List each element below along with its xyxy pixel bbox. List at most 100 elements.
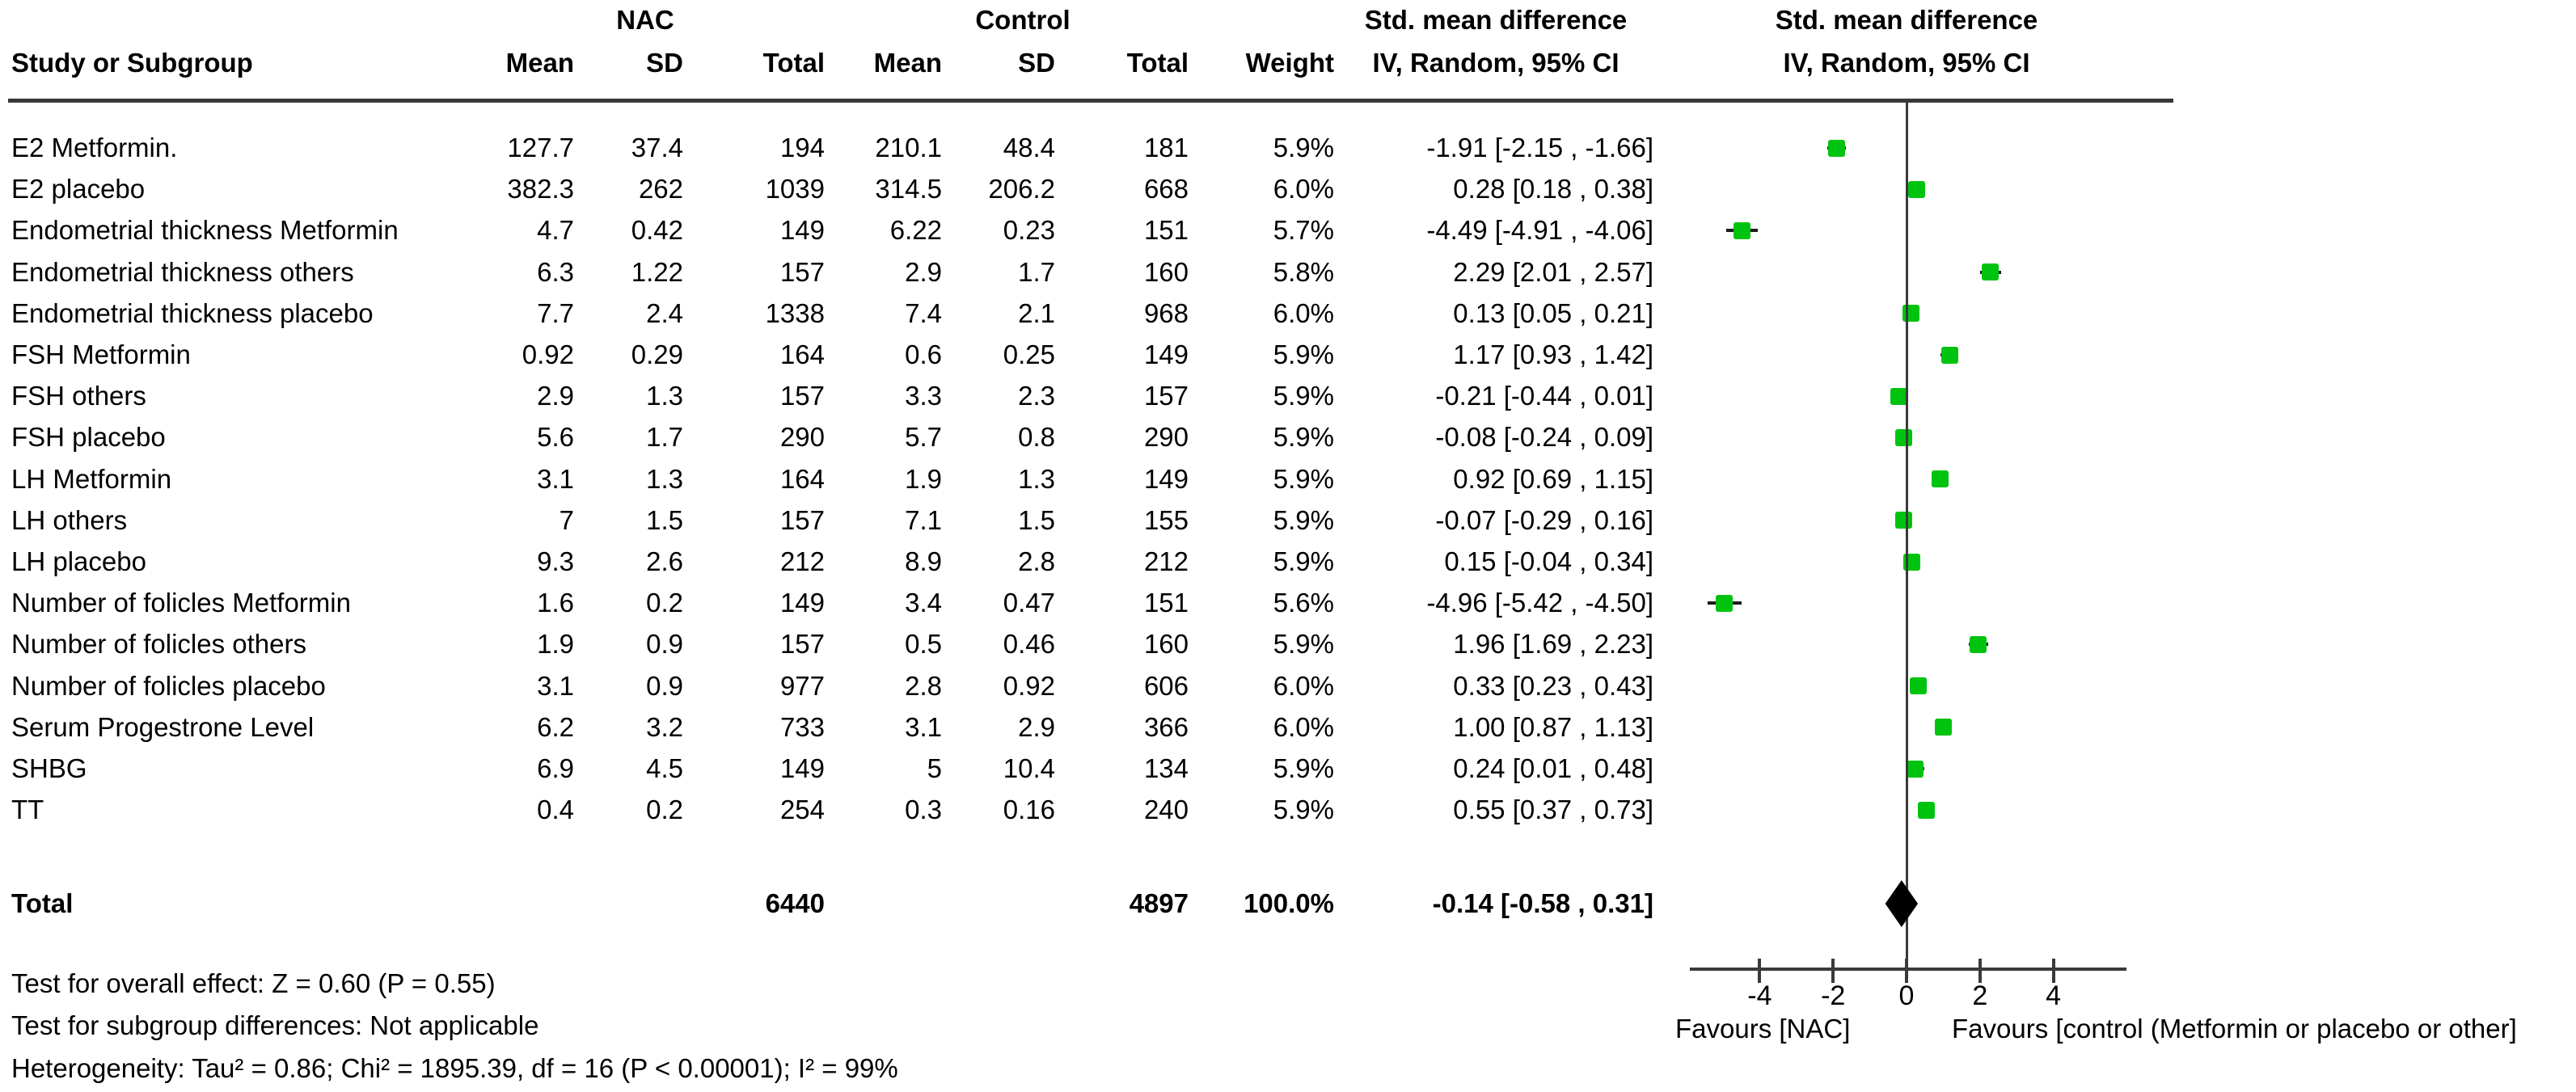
ctl-sd-cell: 0.16 (1003, 795, 1055, 825)
ci-text-cell: 1.17 [0.93 , 1.42] (1453, 339, 1653, 369)
weight-cell: 6.0% (1273, 670, 1334, 701)
nac-total-cell: 164 (779, 339, 825, 369)
ctl-sd-cell: 0.25 (1003, 339, 1055, 369)
ctl-sd-cell: 2.8 (1018, 546, 1055, 576)
total-label: Total (11, 888, 74, 918)
effect-marker (1894, 428, 1912, 446)
nac-sd-cell: 1.22 (631, 256, 683, 287)
nac-total-cell: 290 (779, 422, 825, 453)
favours-right-label: Favours [control (Metformin or placebo o… (1952, 1014, 2517, 1044)
study-row: Serum Progestrone Level 6.2 3.2 733 3.1 … (0, 706, 2576, 748)
x-axis-line (1690, 968, 2126, 971)
effect-column-subtitle: IV, Random, 95% CI (1372, 48, 1620, 78)
ctl-total-cell: 160 (1143, 256, 1189, 287)
ctl-mean-cell: 3.1 (905, 711, 942, 742)
study-label: E2 Metformin. (11, 133, 178, 162)
study-row: Number of folicles placebo 3.1 0.9 977 2… (0, 665, 2576, 707)
ctl-total-cell: 290 (1143, 422, 1189, 453)
weight-cell: 5.9% (1273, 381, 1334, 411)
nac-sd-cell: 1.3 (646, 463, 683, 494)
ctl-total-cell: 155 (1143, 504, 1189, 535)
nac-mean-cell: 6.9 (537, 753, 574, 783)
ctl-sd-cell: 2.9 (1018, 711, 1055, 742)
nac-mean-cell: 127.7 (507, 133, 574, 162)
ci-text-cell: 0.28 [0.18 , 0.38] (1453, 174, 1653, 204)
nac-total-cell: 149 (779, 753, 825, 783)
ci-text-cell: 0.13 [0.05 , 0.21] (1453, 297, 1653, 328)
weight-cell: 5.9% (1273, 133, 1334, 162)
x-axis-tick (1758, 959, 1762, 983)
nac-mean-header: Mean (505, 48, 574, 78)
ctl-sd-cell: 2.1 (1018, 297, 1055, 328)
plot-column-subtitle: IV, Random, 95% CI (1783, 48, 2030, 78)
weight-header: Weight (1245, 48, 1334, 78)
total-nac-total: 6440 (765, 888, 825, 918)
ctl-total-cell: 151 (1143, 215, 1189, 246)
ctl-sd-cell: 0.23 (1003, 215, 1055, 246)
ctl-sd-cell: 0.46 (1003, 629, 1055, 660)
weight-cell: 5.9% (1273, 339, 1334, 369)
effect-marker (1907, 760, 1924, 778)
nac-mean-cell: 0.4 (537, 795, 574, 825)
nac-sd-cell: 0.2 (646, 588, 683, 618)
nac-mean-cell: 6.3 (537, 256, 574, 287)
nac-total-cell: 1338 (765, 297, 825, 328)
ctl-mean-cell: 0.3 (905, 795, 942, 825)
study-row: TT 0.4 0.2 254 0.3 0.16 240 5.9% 0.55 [0… (0, 789, 2576, 831)
ctl-total-cell: 968 (1143, 297, 1189, 328)
weight-cell: 6.0% (1273, 711, 1334, 742)
nac-sd-cell: 0.9 (646, 670, 683, 701)
nac-mean-cell: 1.6 (537, 588, 574, 618)
nac-total-header: Total (762, 48, 825, 78)
study-row: FSH others 2.9 1.3 157 3.3 2.3 157 5.9% … (0, 375, 2576, 417)
ctl-total-cell: 212 (1143, 546, 1189, 576)
nac-total-cell: 149 (779, 588, 825, 618)
weight-cell: 5.9% (1273, 422, 1334, 453)
nac-sd-cell: 1.7 (646, 422, 683, 453)
nac-mean-cell: 3.1 (537, 670, 574, 701)
plot-column-title: Std. mean difference (1775, 5, 2038, 35)
ctl-mean-cell: 6.22 (889, 215, 942, 246)
study-row: FSH Metformin 0.92 0.29 164 0.6 0.25 149… (0, 334, 2576, 376)
study-label: TT (11, 795, 44, 825)
nac-mean-cell: 0.92 (522, 339, 574, 369)
ctl-total-cell: 606 (1143, 670, 1189, 701)
weight-cell: 5.6% (1273, 588, 1334, 618)
ci-text-cell: -4.49 [-4.91 , -4.06] (1426, 215, 1653, 246)
ctl-sd-cell: 206.2 (988, 174, 1055, 204)
overall-effect-test-text: Test for overall effect: Z = 0.60 (P = 0… (11, 968, 496, 998)
study-row: Number of folicles others 1.9 0.9 157 0.… (0, 623, 2576, 665)
nac-total-cell: 194 (779, 133, 825, 162)
weight-cell: 5.9% (1273, 504, 1334, 535)
effect-marker (1982, 264, 2000, 281)
nac-total-cell: 212 (779, 546, 825, 576)
subgroup-difference-test-text: Test for subgroup differences: Not appli… (11, 1010, 539, 1040)
ctl-mean-cell: 0.5 (905, 629, 942, 660)
nac-mean-cell: 1.9 (537, 629, 574, 660)
nac-total-cell: 157 (779, 256, 825, 287)
ctl-sd-cell: 0.47 (1003, 588, 1055, 618)
effect-marker (1716, 594, 1734, 612)
nac-sd-cell: 4.5 (646, 753, 683, 783)
ctl-mean-cell: 3.3 (905, 381, 942, 411)
study-label: Number of folicles placebo (11, 670, 326, 701)
ctl-mean-cell: 7.4 (905, 297, 942, 328)
nac-sd-cell: 2.6 (646, 546, 683, 576)
ctl-sd-cell: 48.4 (1003, 133, 1055, 162)
effect-marker (1940, 346, 1958, 364)
ci-text-cell: -0.21 [-0.44 , 0.01] (1435, 381, 1653, 411)
ctl-sd-cell: 1.5 (1018, 504, 1055, 535)
ctl-mean-cell: 7.1 (905, 504, 942, 535)
nac-mean-cell: 5.6 (537, 422, 574, 453)
ci-text-cell: -4.96 [-5.42 , -4.50] (1426, 588, 1653, 618)
ctl-sd-cell: 2.3 (1018, 381, 1055, 411)
weight-cell: 5.9% (1273, 546, 1334, 576)
zero-effect-line (1906, 102, 1908, 969)
effect-marker (1895, 512, 1913, 529)
study-label: LH placebo (11, 546, 146, 576)
ci-text-cell: 0.15 [-0.04 , 0.34] (1444, 546, 1653, 576)
study-row: FSH placebo 5.6 1.7 290 5.7 0.8 290 5.9%… (0, 416, 2576, 458)
ctl-mean-cell: 3.4 (905, 588, 942, 618)
nac-mean-cell: 7.7 (537, 297, 574, 328)
study-column-header: Study or Subgroup (11, 48, 253, 78)
